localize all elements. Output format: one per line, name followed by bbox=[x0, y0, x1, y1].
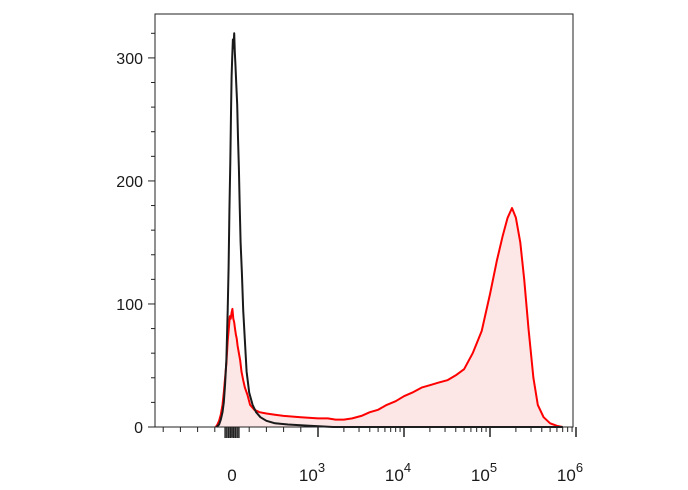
y-tick-label: 0 bbox=[134, 420, 143, 437]
series-1-line bbox=[214, 207, 563, 428]
plot-frame bbox=[154, 13, 574, 428]
x-tick-label: 104 bbox=[385, 460, 411, 485]
x-tick-label: 105 bbox=[471, 460, 497, 485]
y-tick-label: 200 bbox=[116, 174, 143, 191]
series-1-area bbox=[215, 208, 563, 427]
y-tick-label: 300 bbox=[116, 51, 143, 68]
x-tick-label: 103 bbox=[299, 460, 325, 485]
x-tick-label: 0 bbox=[227, 466, 236, 485]
series-0-line bbox=[215, 32, 563, 428]
axis-layer: 0 100 200 300 0 103 104 105 106 bbox=[116, 32, 583, 485]
x-tick-label: 106 bbox=[557, 460, 583, 485]
y-tick-label: 100 bbox=[116, 297, 143, 314]
series-layer bbox=[214, 32, 563, 428]
